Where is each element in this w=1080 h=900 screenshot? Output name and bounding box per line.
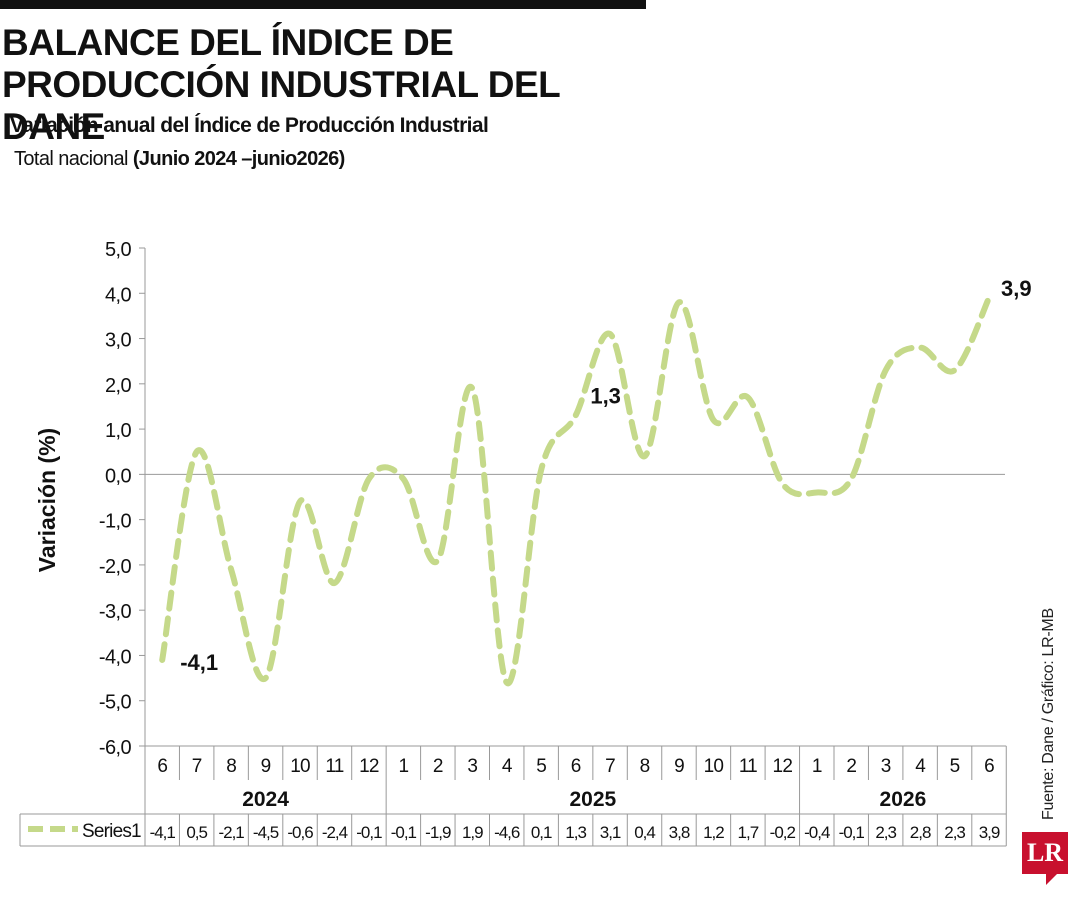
table-value: -0,1 (839, 823, 865, 842)
table-value: -0,6 (287, 823, 313, 842)
table-value: 1,3 (565, 823, 586, 842)
y-tick-label: -1,0 (99, 511, 132, 533)
scope-period: (Junio 2024 –junio2026) (132, 148, 345, 170)
x-tick-label: 2 (846, 756, 856, 777)
year-label: 2025 (569, 788, 616, 811)
x-tick-label: 6 (571, 756, 581, 777)
top-bar (0, 0, 646, 9)
table-value: -4,6 (494, 823, 520, 842)
data-label: 3,9 (1001, 276, 1032, 301)
table-value: 1,7 (738, 823, 759, 842)
y-axis-title: Variación (%) (34, 428, 60, 572)
table-value: 1,2 (703, 823, 724, 842)
x-tick-label: 1 (812, 756, 822, 777)
lr-logo: LR (1022, 832, 1068, 874)
y-tick-label: 2,0 (105, 375, 131, 397)
source-credit: Fuente: Dane / Gráfico: LR-MB (1040, 608, 1057, 820)
year-label: 2024 (242, 788, 289, 811)
table-value: -4,5 (253, 823, 279, 842)
table-value: -2,4 (322, 823, 348, 842)
y-tick-label: 5,0 (105, 239, 131, 261)
table-value: 0,5 (186, 823, 207, 842)
y-tick-label: -5,0 (99, 692, 132, 714)
x-tick-label: 12 (773, 756, 793, 777)
x-tick-label: 6 (984, 756, 994, 777)
table-value: -0,1 (356, 823, 382, 842)
y-tick-label: -6,0 (99, 737, 132, 759)
table-value: -0,4 (804, 823, 830, 842)
x-tick-label: 8 (640, 756, 650, 777)
table-value: -1,9 (425, 823, 451, 842)
table-value: 2,8 (910, 823, 931, 842)
x-tick-label: 10 (290, 756, 310, 777)
y-tick-label: 1,0 (105, 420, 131, 442)
chart-title: BALANCE DEL ÍNDICE DE PRODUCCIÓN INDUSTR… (2, 22, 560, 147)
x-tick-label: 7 (605, 756, 615, 777)
table-value: 3,8 (669, 823, 690, 842)
y-tick-label: 3,0 (105, 330, 131, 352)
x-tick-label: 6 (157, 756, 167, 777)
table-value: 3,9 (979, 823, 1000, 842)
table-value: 2,3 (944, 823, 965, 842)
x-tick-label: 3 (467, 756, 477, 777)
lr-logo-tip (1046, 873, 1058, 885)
series-line (159, 294, 993, 686)
x-tick-label: 2 (433, 756, 443, 777)
x-tick-label: 9 (674, 756, 684, 777)
table-value: 1,9 (462, 823, 483, 842)
table-value: 2,3 (875, 823, 896, 842)
table-value: -0,1 (391, 823, 417, 842)
table-value: -2,1 (218, 823, 244, 842)
y-tick-label: -3,0 (99, 601, 132, 623)
table-value: 0,4 (634, 823, 655, 842)
y-tick-label: 0,0 (105, 465, 131, 487)
data-label: -4,1 (180, 650, 218, 675)
x-tick-label: 4 (502, 756, 513, 777)
y-tick-label: 4,0 (105, 284, 131, 306)
x-tick-label: 5 (950, 756, 960, 777)
x-tick-label: 11 (325, 756, 343, 777)
x-tick-label: 9 (261, 756, 271, 777)
x-tick-label: 7 (192, 756, 202, 777)
x-tick-label: 5 (536, 756, 546, 777)
scope-prefix: Total nacional (14, 148, 133, 170)
y-tick-label: -4,0 (99, 646, 132, 668)
table-value: 0,1 (531, 823, 552, 842)
chart-subtitle: Variación anual del Índice de Producción… (10, 114, 489, 137)
y-tick-label: -2,0 (99, 556, 132, 578)
x-tick-label: 12 (359, 756, 379, 777)
legend-label: Series1 (82, 821, 141, 842)
data-label: 1,3 (590, 384, 621, 409)
x-tick-label: 8 (226, 756, 236, 777)
table-value: -4,1 (150, 823, 176, 842)
chart-scope: Total nacional (Junio 2024 –junio2026) (14, 148, 345, 171)
table-value: 3,1 (600, 823, 621, 842)
year-label: 2026 (880, 788, 927, 811)
x-tick-label: 4 (915, 756, 926, 777)
x-tick-label: 10 (704, 756, 724, 777)
table-value: -0,2 (770, 823, 796, 842)
x-tick-label: 1 (398, 756, 408, 777)
x-tick-label: 3 (881, 756, 891, 777)
x-tick-label: 11 (739, 756, 757, 777)
